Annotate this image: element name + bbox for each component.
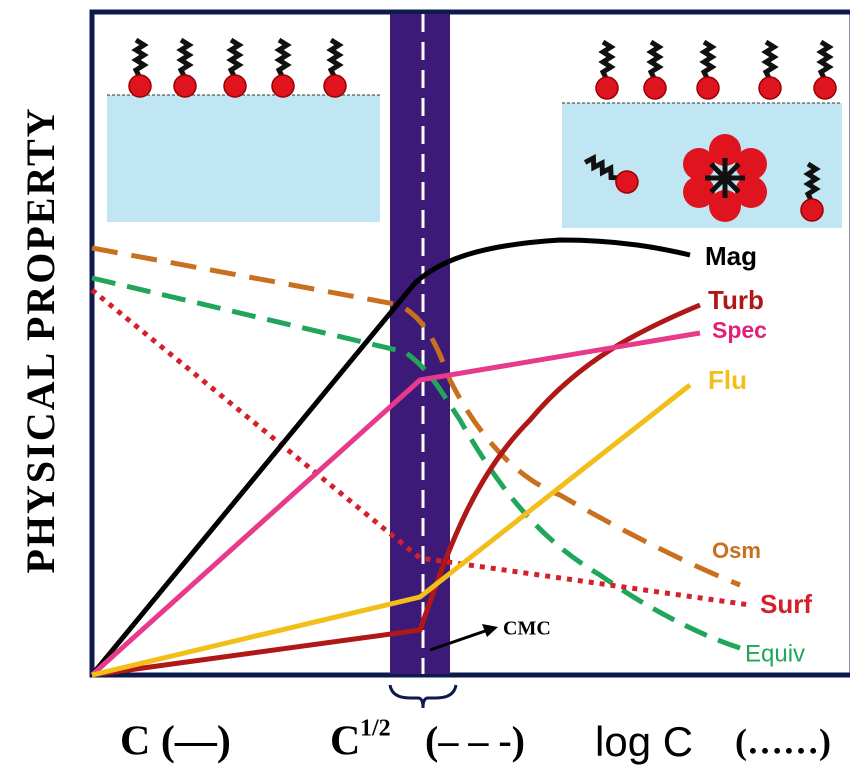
cmc-label: CMC [503,618,551,640]
x-label-sqrt-exp: 1/2 [360,716,391,742]
curve-label: Equiv [745,640,805,667]
x-label-linear: C (—) [120,719,231,765]
curve-label: Spec [712,317,767,343]
curve-label: Surf [760,589,812,619]
curve-label: Turb [708,285,764,315]
diagram: Mag Turb Spec Flu Osm Surf Equiv CMC PHY… [0,0,850,771]
x-label-log-style: (……) [735,721,831,761]
brace [390,685,456,708]
curve-label: Flu [708,365,747,395]
curve-label: Mag [705,241,757,271]
curve-label: Osm [712,538,761,563]
x-label-sqrt-style: (– – -) [425,718,525,763]
x-label-sqrt: C [330,719,360,765]
x-label-log: log C [595,718,693,765]
y-axis-label: PHYSICAL PROPERTY [18,106,63,573]
